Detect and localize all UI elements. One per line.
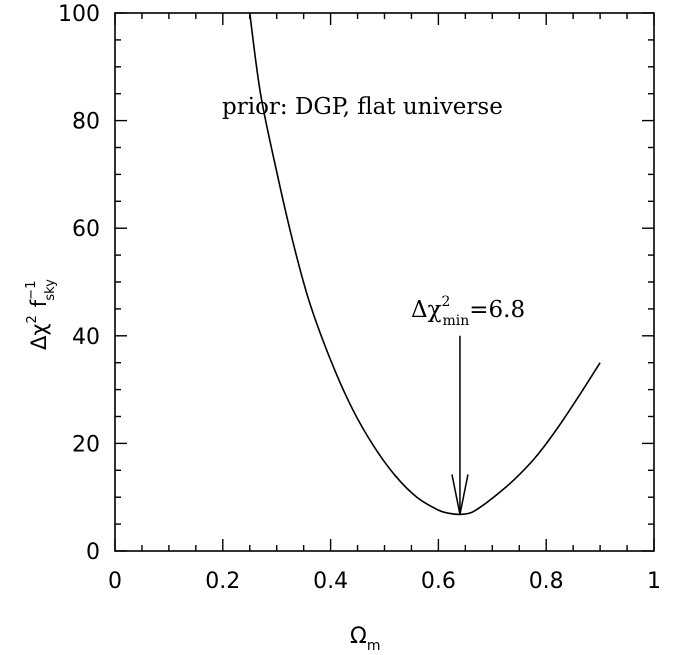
min-annotation-value: =6.8 bbox=[469, 297, 525, 323]
x-axis-title-main: Ω bbox=[350, 624, 367, 649]
x-tick-label: 0 bbox=[108, 569, 122, 594]
x-axis-title-sub: m bbox=[367, 638, 381, 654]
prior-annotation: prior: DGP, flat universe bbox=[222, 94, 503, 120]
x-tick-label: 0.8 bbox=[529, 569, 564, 594]
tick-labels: 0 0.2 0.4 0.6 0.8 1 0 20 40 60 80 100 bbox=[58, 2, 661, 594]
y-axis-title-delta: Δχ bbox=[27, 324, 51, 351]
y-tick-label: 60 bbox=[72, 217, 100, 242]
min-arrow-head-right bbox=[459, 474, 469, 515]
y-tick-label: 0 bbox=[86, 540, 100, 565]
min-annotation-sub: min bbox=[442, 313, 469, 329]
x-tick-label: 0.4 bbox=[313, 569, 348, 594]
min-arrow bbox=[451, 335, 469, 515]
min-annotation: Δχ2 min=6.8 bbox=[411, 294, 525, 329]
y-axis-title: Δχ2 f−1 sky bbox=[24, 279, 58, 350]
min-annotation-sup: 2 bbox=[442, 294, 451, 310]
y-axis-title-f-sup: −1 bbox=[24, 281, 39, 300]
x-axis-title: Ωm bbox=[350, 624, 380, 654]
y-tick-label: 80 bbox=[72, 110, 100, 135]
x-tick-label: 0.6 bbox=[421, 569, 456, 594]
y-axis-title-f: f bbox=[27, 299, 51, 307]
min-arrow-head-left bbox=[451, 474, 461, 515]
y-tick-label: 20 bbox=[72, 432, 100, 457]
chi2-curve bbox=[248, 12, 601, 516]
y-tick-label: 100 bbox=[58, 2, 100, 27]
y-axis-title-f-sub: sky bbox=[43, 279, 58, 301]
x-tick-label: 0.2 bbox=[205, 569, 240, 594]
x-tick-label: 1 bbox=[647, 569, 661, 594]
y-tick-label: 40 bbox=[72, 325, 100, 350]
min-annotation-main: Δχ bbox=[411, 297, 442, 323]
y-axis-title-sq: 2 bbox=[25, 315, 40, 323]
